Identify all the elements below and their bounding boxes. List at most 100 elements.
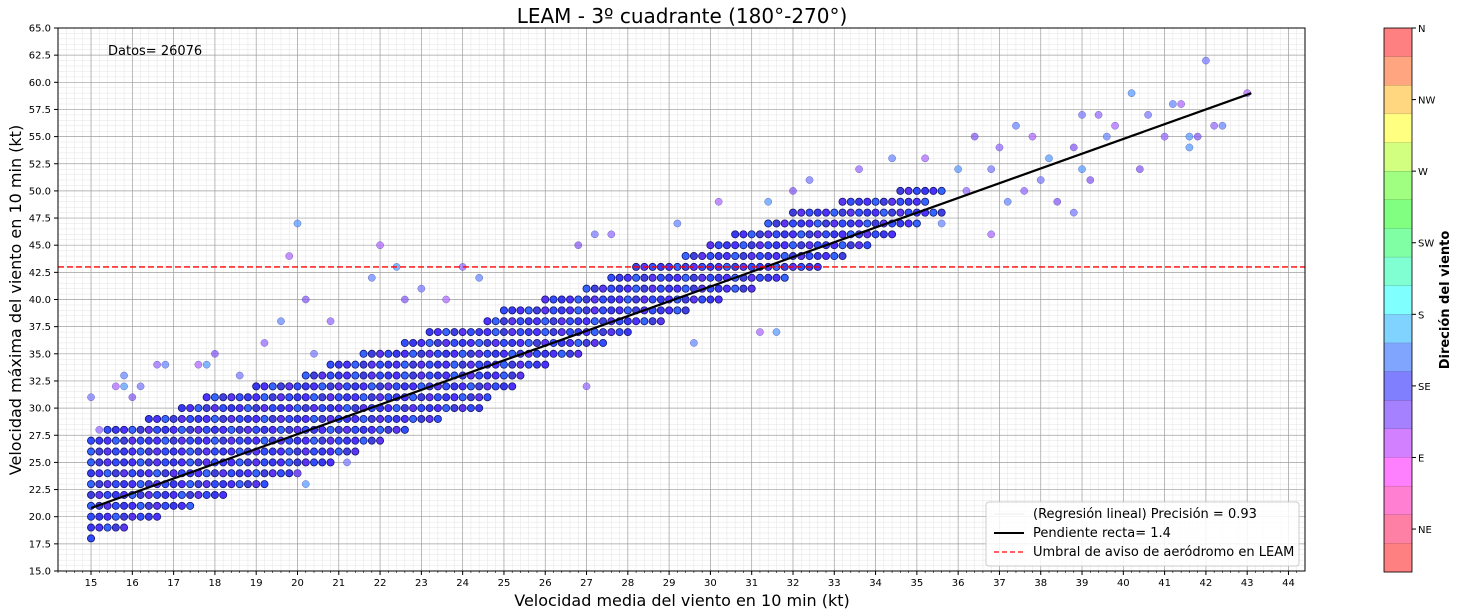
data-point xyxy=(722,241,731,250)
data-point xyxy=(466,328,475,337)
data-point xyxy=(483,393,492,402)
data-point xyxy=(400,338,409,347)
data-point xyxy=(632,295,641,304)
data-point xyxy=(326,404,335,413)
data-point xyxy=(541,349,550,358)
data-point xyxy=(186,501,195,510)
data-point xyxy=(227,469,236,478)
data-point xyxy=(136,490,145,499)
colorbar-segment xyxy=(1383,457,1413,487)
data-point xyxy=(120,371,128,380)
data-point xyxy=(268,393,277,402)
data-point xyxy=(326,360,335,369)
data-point xyxy=(532,349,541,358)
data-point xyxy=(161,490,170,499)
data-point xyxy=(673,284,682,293)
data-point xyxy=(640,295,649,304)
data-point xyxy=(227,425,236,434)
x-tick-label: 25 xyxy=(498,578,511,589)
data-point xyxy=(491,382,500,391)
data-point xyxy=(937,208,946,217)
data-point xyxy=(549,306,558,315)
data-point xyxy=(458,404,467,413)
data-point xyxy=(169,490,178,499)
data-point xyxy=(813,230,822,239)
y-axis-label: Velocidad máxima del viento en 10 min (k… xyxy=(6,125,25,475)
data-point xyxy=(706,252,715,261)
data-point xyxy=(87,393,95,402)
data-point xyxy=(896,219,905,228)
data-point xyxy=(268,414,277,423)
data-point xyxy=(1144,111,1152,119)
data-point xyxy=(268,382,277,391)
data-point xyxy=(194,425,203,434)
data-point xyxy=(640,273,649,282)
data-point xyxy=(400,371,409,380)
data-point xyxy=(681,273,690,282)
data-point xyxy=(186,425,195,434)
data-point xyxy=(276,404,285,413)
data-point xyxy=(433,360,442,369)
data-point xyxy=(483,382,492,391)
data-point xyxy=(219,447,228,456)
data-point xyxy=(210,425,219,434)
colorbar xyxy=(1383,27,1413,573)
data-point xyxy=(161,436,170,445)
data-point xyxy=(219,490,228,499)
data-point xyxy=(260,339,269,347)
data-point xyxy=(442,393,451,402)
data-point xyxy=(532,338,541,347)
data-point xyxy=(276,425,285,434)
data-point xyxy=(788,219,797,228)
data-point xyxy=(689,273,698,282)
data-point xyxy=(475,404,484,413)
data-point xyxy=(194,436,203,445)
y-tick-label: 40.0 xyxy=(29,295,51,306)
data-point xyxy=(623,328,632,337)
data-point xyxy=(210,480,219,489)
y-tick-label: 42.5 xyxy=(29,268,51,279)
data-point xyxy=(103,436,112,445)
x-tick-label: 15 xyxy=(85,578,98,589)
data-point xyxy=(202,404,211,413)
x-tick-label: 39 xyxy=(1076,578,1089,589)
data-point xyxy=(359,393,368,402)
data-point xyxy=(111,447,120,456)
data-point xyxy=(442,349,451,358)
x-tick-label: 42 xyxy=(1200,578,1213,589)
data-point xyxy=(111,425,120,434)
data-point xyxy=(153,490,162,499)
data-point xyxy=(343,393,352,402)
data-point xyxy=(599,338,608,347)
data-point xyxy=(458,328,467,337)
data-point xyxy=(524,317,533,326)
data-point xyxy=(318,382,327,391)
legend-box xyxy=(985,501,1300,567)
data-point xyxy=(326,393,335,402)
data-point xyxy=(888,230,897,239)
data-point xyxy=(764,273,773,282)
data-point xyxy=(574,295,583,304)
data-point xyxy=(351,404,360,413)
data-point xyxy=(351,393,360,402)
data-point xyxy=(615,295,624,304)
data-point xyxy=(144,512,153,521)
data-point xyxy=(219,404,228,413)
data-point xyxy=(285,382,294,391)
x-tick-label: 44 xyxy=(1282,578,1295,589)
data-point xyxy=(136,447,145,456)
data-point xyxy=(566,328,575,337)
data-point xyxy=(120,501,129,510)
data-point xyxy=(706,295,715,304)
data-point xyxy=(400,404,409,413)
data-point xyxy=(524,306,533,315)
data-point xyxy=(475,328,484,337)
data-point xyxy=(417,404,426,413)
data-point xyxy=(689,295,698,304)
data-point xyxy=(194,480,203,489)
data-point xyxy=(706,273,715,282)
x-tick-label: 21 xyxy=(332,578,345,589)
data-point xyxy=(698,273,707,282)
x-tick-label: 30 xyxy=(704,578,717,589)
data-point xyxy=(1020,187,1029,195)
